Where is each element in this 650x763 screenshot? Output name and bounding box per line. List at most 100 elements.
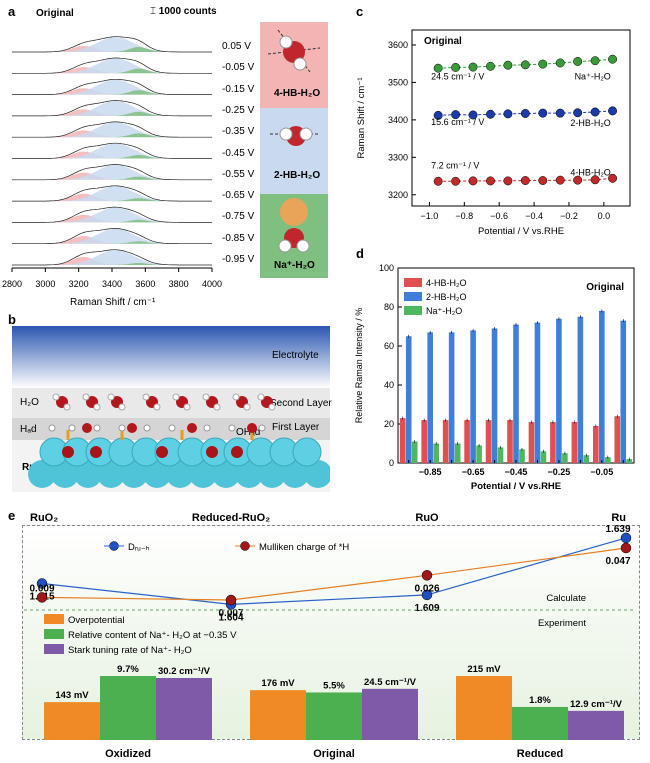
bar — [513, 324, 519, 463]
water-hydrogen — [257, 393, 265, 401]
bar — [605, 457, 611, 463]
spectrum-line — [12, 228, 212, 245]
spectrum-component-2 — [37, 263, 179, 265]
spectrum-component-0 — [37, 257, 179, 265]
electrolyte-label: Electrolyte — [272, 350, 319, 361]
chart-title: Original — [586, 282, 624, 293]
h-ad-atom — [68, 424, 76, 432]
spectrum-component-0 — [37, 172, 179, 180]
mulliken-value: 0.009 — [29, 583, 54, 594]
x-axis-label: Potential / V vs.RHE — [478, 226, 564, 237]
d-ru-h-point — [36, 578, 48, 589]
h2o-label: H₂O — [20, 397, 39, 408]
bar — [583, 455, 590, 463]
data-point — [503, 176, 513, 186]
bar — [491, 328, 498, 463]
panel-b-letter: b — [8, 312, 16, 327]
y-tick-label: 3200 — [388, 190, 408, 200]
d-ru-h-line — [41, 537, 627, 606]
data-point — [555, 175, 565, 185]
experiment-bar — [362, 688, 418, 740]
bar — [593, 425, 599, 463]
bar — [421, 420, 427, 463]
bar-value-label: 215 mV — [467, 664, 501, 675]
panel-a-original-label: Original — [36, 8, 74, 19]
legend-label: Overpotential — [68, 615, 125, 626]
experiment-bar — [456, 676, 512, 740]
data-point — [538, 108, 548, 118]
data-point — [590, 56, 600, 66]
x-tick-label: 3000 — [35, 279, 55, 289]
ru-atom — [212, 460, 240, 488]
spectrum-component-2 — [37, 90, 179, 95]
potential-label: -0.45 V — [222, 147, 255, 159]
bar — [442, 420, 449, 463]
bar — [399, 418, 406, 463]
scale-bar-label: ⌶ 1000 counts — [150, 6, 217, 17]
data-point — [538, 176, 548, 185]
potential-label: -0.95 V — [222, 254, 255, 265]
bar-value-label: 1.8% — [529, 695, 551, 706]
legend-label: Na⁺-H₂O — [426, 306, 462, 316]
panel-a-letter: a — [8, 4, 16, 19]
x-tick-label: −0.4 — [525, 211, 543, 221]
x-tick-label: 3600 — [135, 279, 155, 289]
spectrum-component-1 — [37, 79, 179, 95]
water-hydrogen — [268, 403, 276, 411]
bar — [485, 420, 492, 463]
water-hydrogen — [202, 393, 210, 401]
spectrum-line — [12, 100, 212, 117]
x-tick-label: −0.05 — [590, 467, 613, 477]
legend-swatch — [44, 644, 64, 654]
data-point — [573, 108, 583, 118]
legend-label: Dᵣᵤ₋ₕ — [128, 542, 150, 553]
spectrum-component-1 — [37, 207, 179, 223]
water-hydrogen — [93, 403, 101, 411]
electrolyte-region — [12, 326, 330, 388]
legend-label: Stark tuning rate of Na⁺- H₂O — [68, 645, 192, 656]
species-box-na: Na⁺-H₂O — [260, 194, 328, 278]
water-hydrogen — [172, 393, 180, 401]
bar — [433, 443, 439, 463]
spectrum-line — [12, 121, 212, 138]
chart-title: Original — [424, 36, 462, 47]
data-point — [520, 60, 530, 70]
oh-ad-oxygen — [247, 423, 257, 433]
bar-value-label: 30.2 cm⁻¹/V — [158, 666, 211, 677]
spectrum-line — [12, 206, 212, 223]
bar — [571, 422, 578, 463]
x-tick-label: −0.45 — [505, 467, 528, 477]
spectrum-line — [12, 78, 212, 95]
bar — [448, 332, 455, 463]
experiment-category-label: Oxidized — [105, 748, 151, 760]
oxygen-atom — [62, 446, 74, 458]
panel-e-letter: e — [8, 508, 16, 523]
atomic-model — [28, 393, 330, 488]
spectrum-component-1 — [37, 143, 179, 159]
y-tick-label: 3500 — [388, 77, 408, 87]
spectrum-component-1 — [37, 58, 179, 74]
x-tick-label: 3400 — [102, 279, 122, 289]
data-point — [590, 107, 600, 117]
data-point — [608, 173, 618, 183]
spectrum-component-2 — [37, 219, 179, 223]
y-tick-label: 40 — [384, 380, 394, 390]
spectrum-component-0 — [37, 88, 179, 95]
bar — [497, 447, 504, 463]
experiment-category-label: Reduced — [517, 748, 563, 760]
mulliken-value: 0.026 — [414, 583, 439, 594]
potential-label: -0.65 V — [222, 190, 255, 202]
spectrum-component-1 — [37, 122, 179, 138]
bar — [519, 449, 525, 463]
category-label: Ru — [611, 512, 626, 524]
water-hydrogen — [213, 403, 221, 411]
x-tick-label: −1.0 — [421, 211, 439, 221]
legend-swatch — [404, 278, 422, 287]
spectrum-component-0 — [37, 109, 179, 116]
water-hydrogen — [243, 403, 251, 411]
data-point — [520, 176, 530, 185]
data-point — [451, 176, 461, 186]
potential-label: -0.75 V — [222, 211, 255, 223]
bar — [550, 422, 556, 463]
h-ad-atom — [168, 424, 176, 432]
